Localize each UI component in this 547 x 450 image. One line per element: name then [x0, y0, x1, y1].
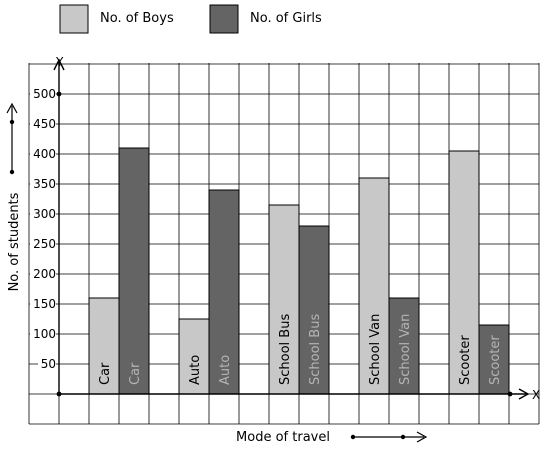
y-tick-label-bg [30, 326, 56, 340]
x-axis-title: Mode of travel [236, 430, 330, 445]
bar-label: School Van [368, 314, 383, 385]
bar-girls-school-van [388, 297, 420, 395]
y-tick-label-bg [30, 176, 56, 190]
y-tick-label: 200 [33, 267, 56, 281]
y-tick-label: 50 [41, 357, 56, 371]
y-tick-label-bg [30, 296, 56, 310]
x-axis-arrowhead [518, 388, 530, 400]
bar-boys-school-bus [268, 204, 300, 395]
y-tick-label: 300 [33, 207, 56, 221]
y-axis-arrowhead [53, 58, 65, 71]
bar-girls-auto [208, 189, 240, 395]
bar-label: Auto [188, 355, 203, 385]
y-tick-label-bg [30, 266, 56, 280]
y-tick-label-bg [30, 146, 56, 160]
y-tick-label: 250 [33, 237, 56, 251]
bar-label: Car [128, 362, 143, 385]
y-tick-label: 150 [33, 297, 56, 311]
direction-arrows [6, 102, 428, 443]
bar-label: Scooter [458, 335, 473, 385]
y-tick-label: 100 [33, 327, 56, 341]
bar-boys-auto [178, 318, 210, 395]
bar-label: School Bus [308, 314, 323, 385]
x-axis-letter: X [532, 388, 540, 402]
y-tick-label: 500 [33, 87, 56, 101]
axis-point [56, 391, 62, 397]
bar-boys-school-van [358, 177, 390, 395]
y-tick-label-bg [30, 236, 56, 250]
bar-label: Car [98, 362, 113, 385]
axis-point [56, 91, 62, 97]
legend-swatch-girls [209, 4, 239, 34]
axes [53, 58, 530, 400]
y-tick-label: 450 [33, 117, 56, 131]
bar-boys-scooter [448, 150, 480, 395]
bar-girls-scooter [478, 324, 510, 395]
y-tick-label-bg [30, 116, 56, 130]
legend-label-girls: No. of Girls [250, 11, 322, 26]
y-tick-label: 400 [33, 147, 56, 161]
legend: No. of Boys No. of Girls [59, 4, 322, 34]
y-tick-labels: 50 100 150 200 250 300 350 400 450 500 [30, 86, 56, 371]
y-axis-letter: Y [55, 55, 64, 69]
y-tick-label-bg [30, 206, 56, 220]
y-tick-label-bg [30, 86, 56, 100]
legend-label-boys: No. of Boys [100, 11, 174, 26]
bar-label: School Bus [278, 314, 293, 385]
bar-label: Auto [218, 355, 233, 385]
bars: Car Car Auto Auto School Bus School Bus School… [88, 147, 510, 395]
y-tick-label-bg [38, 356, 56, 370]
bar-label: Scooter [488, 335, 503, 385]
axis-point [507, 391, 513, 397]
y-axis-title: No. of students [7, 192, 22, 291]
bar-girls-car [118, 147, 150, 395]
legend-swatch-boys [59, 4, 89, 34]
bar-label: School Van [398, 314, 413, 385]
y-tick-label: 350 [33, 177, 56, 191]
bar-girls-school-bus [298, 225, 330, 395]
bar-boys-car [88, 297, 120, 395]
